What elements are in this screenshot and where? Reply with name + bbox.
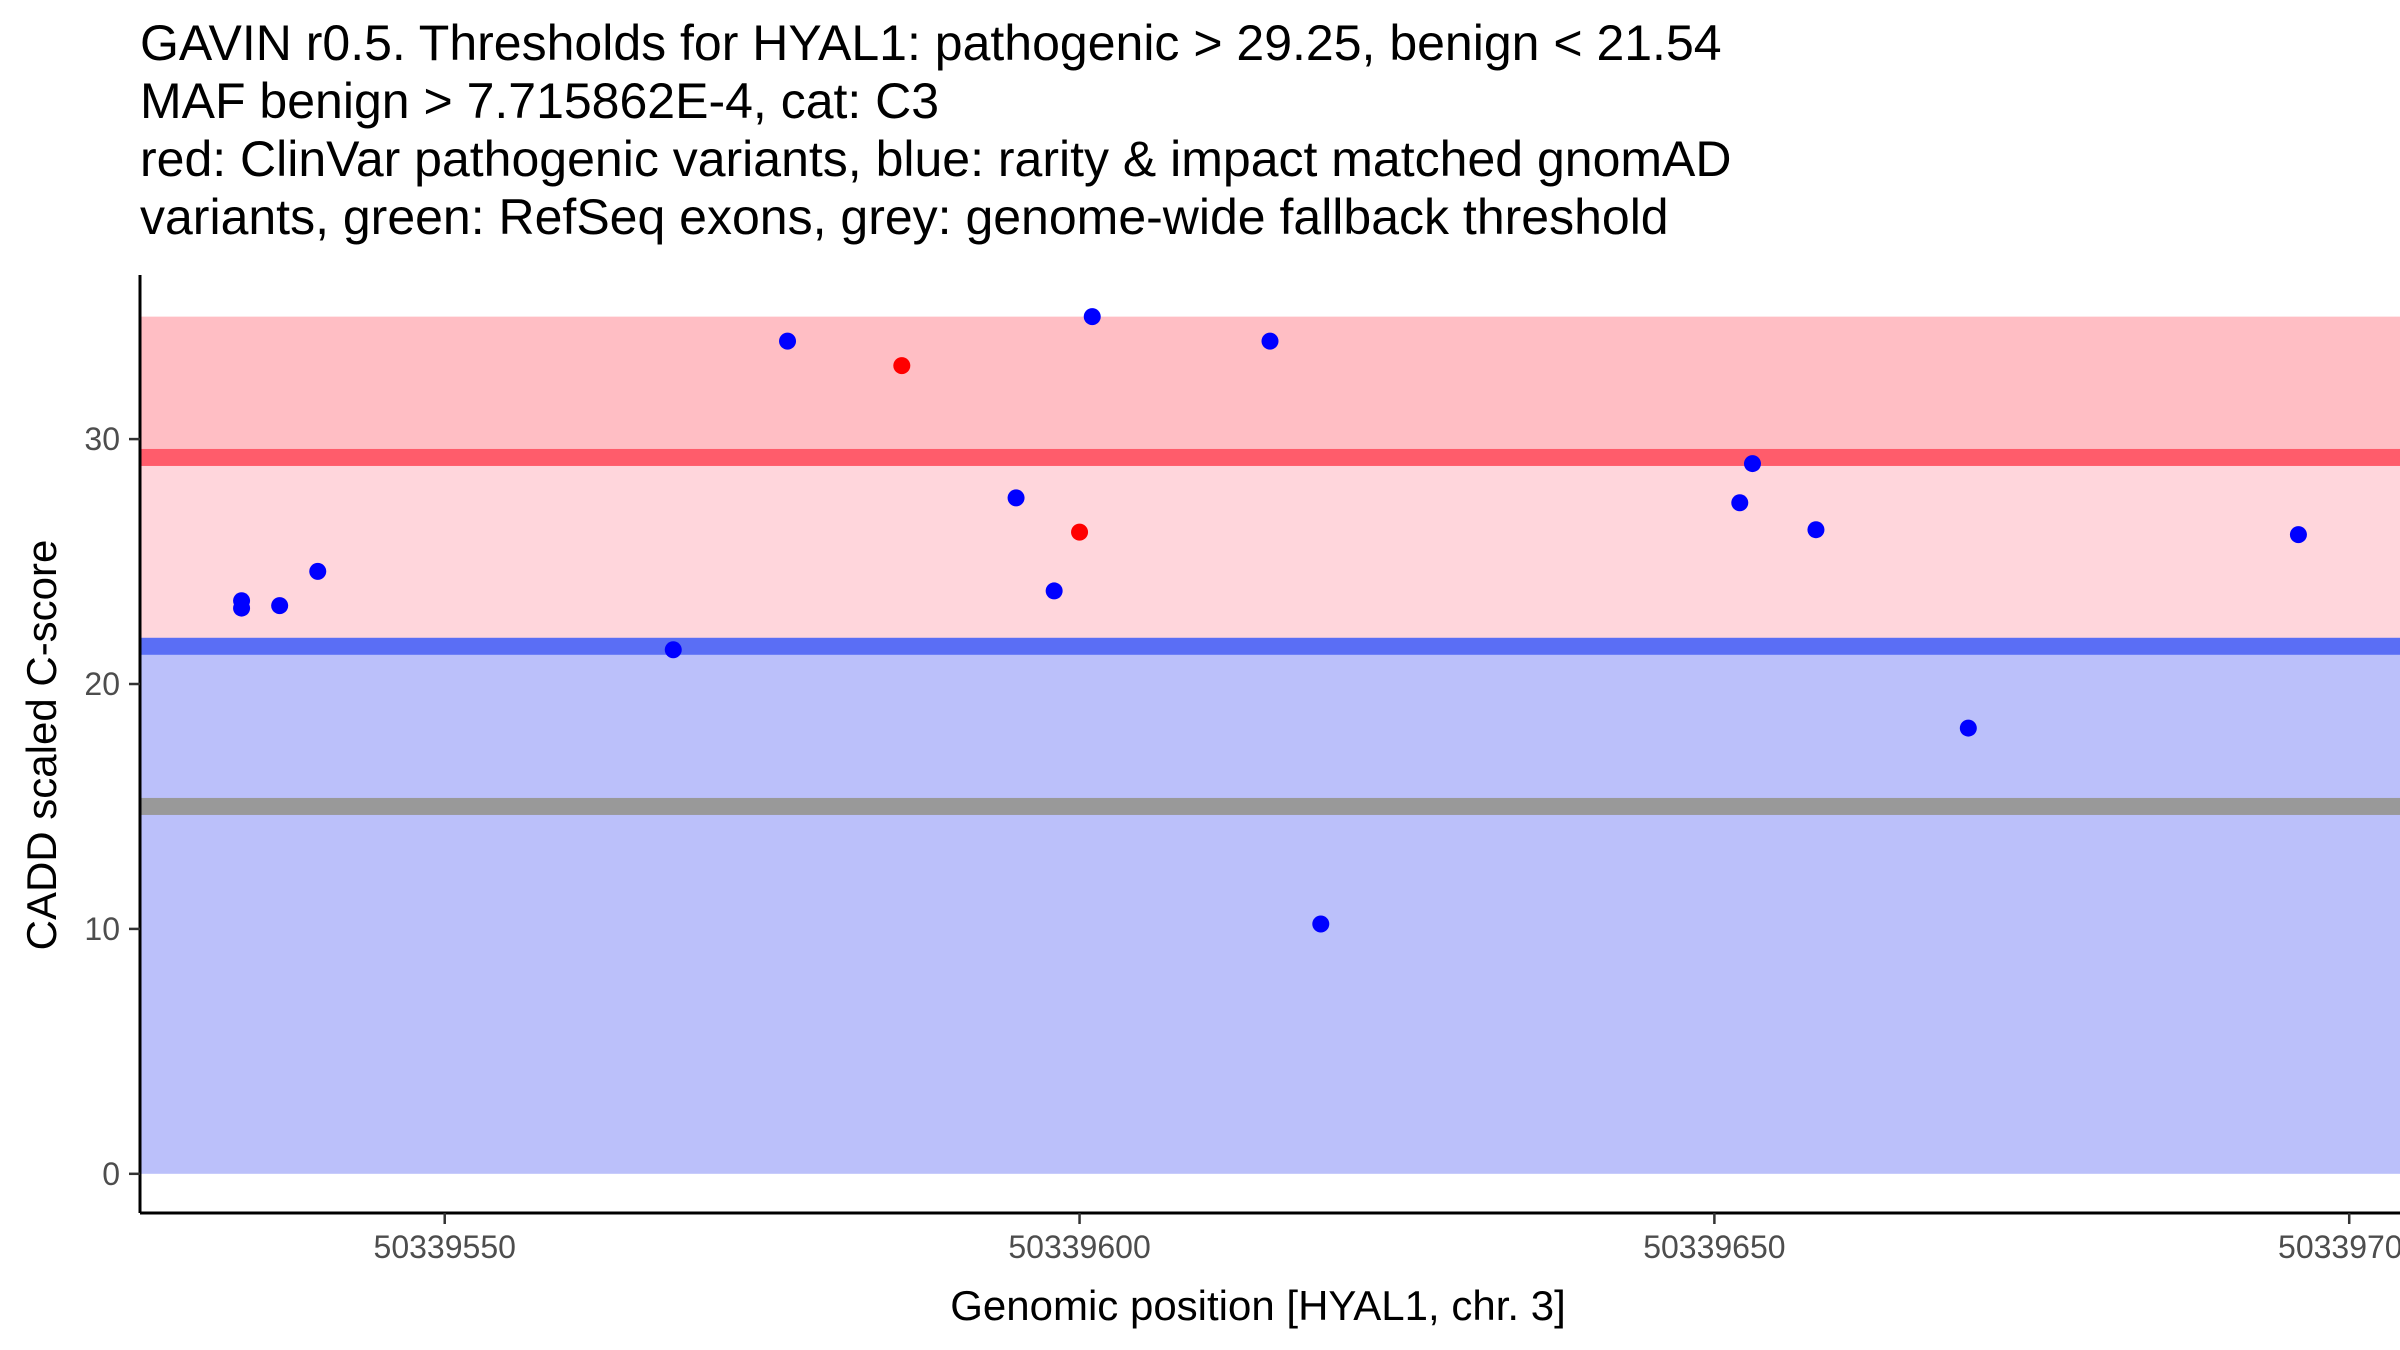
- gnomad-point: [1731, 494, 1749, 512]
- title-line-2: MAF benign > 7.715862E-4, cat: C3: [140, 73, 940, 129]
- y-tick-label: 0: [102, 1156, 120, 1192]
- benign-region: [140, 646, 2400, 1174]
- y-axis-title: CADD scaled C-score: [18, 540, 65, 951]
- threshold-regions: [140, 316, 2400, 1174]
- gnomad-point: [233, 599, 251, 617]
- gnomad-point: [309, 562, 327, 580]
- title-line-3: red: ClinVar pathogenic variants, blue: …: [140, 131, 1732, 187]
- x-tick-label: 50339650: [1643, 1229, 1785, 1265]
- gnomad-point: [1083, 308, 1101, 326]
- gnomad-point: [779, 332, 797, 350]
- gnomad-point: [2289, 526, 2307, 544]
- title-line-1: GAVIN r0.5. Thresholds for HYAL1: pathog…: [140, 15, 1722, 71]
- y-tick-label: 30: [84, 421, 120, 457]
- gnomad-point: [664, 641, 682, 659]
- benign-threshold-line: [140, 637, 2400, 655]
- x-tick-label: 50339550: [374, 1229, 516, 1265]
- chart-title: GAVIN r0.5. Thresholds for HYAL1: pathog…: [140, 14, 2360, 246]
- axes: 0 10 20 30 50339550 50339600 50339650 50339700: [84, 275, 2400, 1265]
- data-points: [233, 308, 2307, 933]
- gnomad-point: [1743, 455, 1761, 473]
- gnomad-point: [1807, 521, 1825, 539]
- gnomad-point: [1312, 915, 1330, 933]
- gnomad-point: [1045, 582, 1063, 600]
- gnomad-point: [271, 597, 289, 615]
- gnomad-point: [1959, 719, 1977, 737]
- x-tick-label: 50339700: [2278, 1229, 2400, 1265]
- gnomad-point: [1261, 332, 1279, 350]
- y-tick-label: 20: [84, 666, 120, 702]
- y-tick-label: 10: [84, 911, 120, 947]
- fallback-threshold-line: [140, 797, 2400, 815]
- clinvar-point: [893, 357, 911, 375]
- gnomad-point: [1007, 489, 1025, 507]
- x-axis-title: Genomic position [HYAL1, chr. 3]: [950, 1282, 1566, 1329]
- pathogenic-threshold-line: [140, 448, 2400, 466]
- title-line-4: variants, green: RefSeq exons, grey: gen…: [140, 189, 1669, 245]
- threshold-lines: [140, 448, 2400, 815]
- x-tick-label: 50339600: [1008, 1229, 1150, 1265]
- clinvar-point: [1071, 523, 1089, 541]
- intermediate-region: [140, 457, 2400, 647]
